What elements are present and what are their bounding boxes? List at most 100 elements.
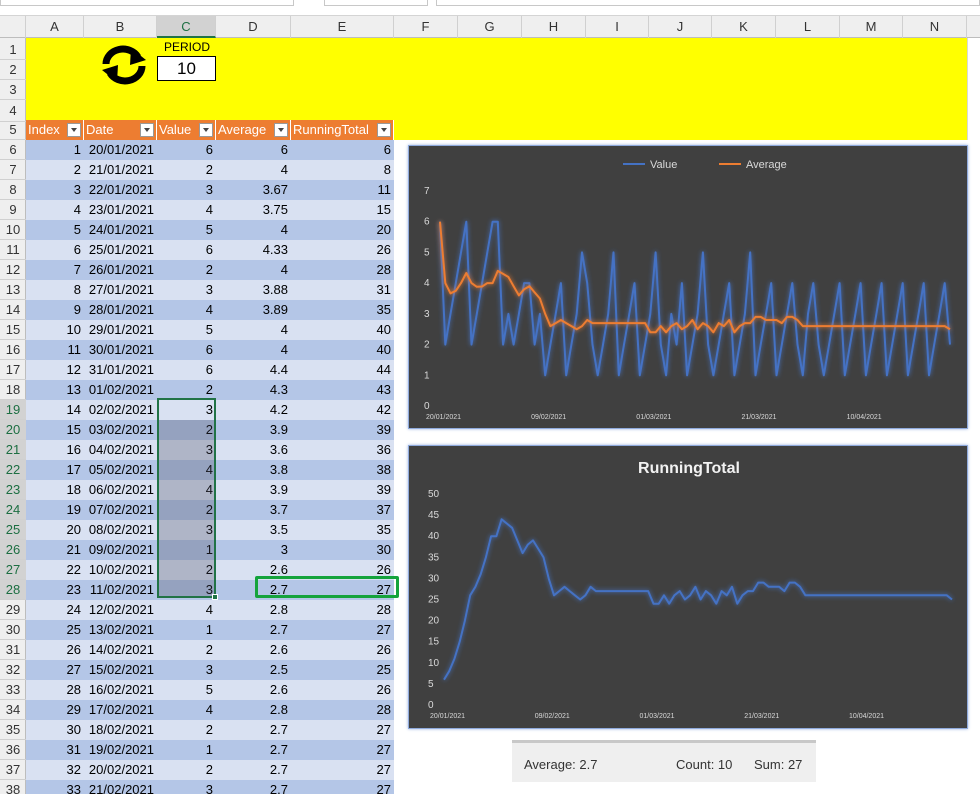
table-cell-value[interactable]: 5 — [205, 222, 213, 237]
table-cell-index[interactable]: 22 — [66, 562, 81, 577]
table-cell-runningtotal[interactable]: 27 — [376, 582, 391, 597]
column-header-n[interactable]: N — [903, 16, 967, 38]
table-cell-runningtotal[interactable]: 28 — [376, 702, 391, 717]
table-cell-date[interactable]: 28/01/2021 — [88, 302, 154, 317]
table-cell-runningtotal[interactable]: 26 — [376, 642, 391, 657]
table-cell-index[interactable]: 23 — [66, 582, 81, 597]
row-header-36[interactable]: 36 — [0, 740, 26, 760]
table-cell-average[interactable]: 4 — [280, 322, 288, 337]
table-cell-average[interactable]: 3.9 — [269, 482, 288, 497]
running-total-chart[interactable]: RunningTotal 0 5 10 15 20 25 30 35 40 45 50 20/01/20… — [408, 445, 968, 729]
table-cell-date[interactable]: 05/02/2021 — [88, 462, 154, 477]
table-cell-value[interactable]: 2 — [205, 262, 213, 277]
table-cell-average[interactable]: 4.3 — [269, 382, 288, 397]
table-cell-index[interactable]: 29 — [66, 702, 81, 717]
table-cell-value[interactable]: 2 — [205, 502, 213, 517]
series-line-value[interactable] — [439, 220, 951, 377]
column-header-g[interactable]: G — [458, 16, 522, 38]
column-header-m[interactable]: M — [840, 16, 903, 38]
table-cell-index[interactable]: 33 — [66, 782, 81, 794]
table-cell-index[interactable]: 12 — [66, 362, 81, 377]
row-header-2[interactable]: 2 — [0, 60, 26, 80]
name-box[interactable] — [0, 0, 294, 6]
filter-dropdown-icon[interactable] — [274, 123, 288, 137]
table-cell-runningtotal[interactable]: 8 — [383, 162, 391, 177]
row-header-38[interactable]: 38 — [0, 780, 26, 794]
table-cell-index[interactable]: 28 — [66, 682, 81, 697]
series-line-average[interactable] — [439, 221, 951, 334]
table-cell-date[interactable]: 31/01/2021 — [88, 362, 154, 377]
table-cell-value[interactable]: 3 — [205, 402, 213, 417]
table-cell-date[interactable]: 22/01/2021 — [88, 182, 154, 197]
row-header-25[interactable]: 25 — [0, 520, 26, 540]
row-header-6[interactable]: 6 — [0, 140, 26, 160]
table-cell-average[interactable]: 4 — [280, 162, 288, 177]
refresh-icon[interactable] — [100, 44, 148, 86]
table-cell-value[interactable]: 4 — [205, 602, 213, 617]
table-cell-runningtotal[interactable]: 27 — [376, 762, 391, 777]
table-cell-value[interactable]: 4 — [205, 202, 213, 217]
row-header-9[interactable]: 9 — [0, 200, 26, 220]
table-cell-index[interactable]: 32 — [66, 762, 81, 777]
table-cell-average[interactable]: 3.7 — [269, 502, 288, 517]
table-cell-date[interactable]: 21/01/2021 — [88, 162, 154, 177]
table-cell-runningtotal[interactable]: 35 — [376, 302, 391, 317]
column-header-i[interactable]: I — [586, 16, 649, 38]
table-cell-average[interactable]: 2.8 — [269, 702, 288, 717]
row-header-15[interactable]: 15 — [0, 320, 26, 340]
table-cell-date[interactable]: 02/02/2021 — [88, 402, 154, 417]
row-header-29[interactable]: 29 — [0, 600, 26, 620]
table-cell-average[interactable]: 4.4 — [269, 362, 288, 377]
column-header-j[interactable]: J — [649, 16, 712, 38]
table-cell-average[interactable]: 2.7 — [269, 762, 288, 777]
table-cell-runningtotal[interactable]: 26 — [376, 242, 391, 257]
table-cell-date[interactable]: 25/01/2021 — [88, 242, 154, 257]
row-header-16[interactable]: 16 — [0, 340, 26, 360]
table-cell-average[interactable]: 6 — [280, 142, 288, 157]
table-cell-runningtotal[interactable]: 27 — [376, 722, 391, 737]
fill-handle[interactable] — [212, 594, 218, 600]
filter-dropdown-icon[interactable] — [140, 123, 154, 137]
period-input[interactable]: 10 — [157, 56, 216, 81]
row-header-31[interactable]: 31 — [0, 640, 26, 660]
table-cell-value[interactable]: 3 — [205, 522, 213, 537]
table-cell-index[interactable]: 16 — [66, 442, 81, 457]
table-cell-average[interactable]: 2.7 — [269, 582, 288, 597]
table-cell-date[interactable]: 10/02/2021 — [88, 562, 154, 577]
table-cell-index[interactable]: 24 — [66, 602, 81, 617]
table-cell-date[interactable]: 13/02/2021 — [88, 622, 154, 637]
row-header-30[interactable]: 30 — [0, 620, 26, 640]
row-header-19[interactable]: 19 — [0, 400, 26, 420]
table-cell-average[interactable]: 3 — [280, 542, 288, 557]
table-cell-date[interactable]: 20/02/2021 — [88, 762, 154, 777]
table-cell-average[interactable]: 2.7 — [269, 622, 288, 637]
table-cell-average[interactable]: 3.9 — [269, 422, 288, 437]
table-cell-average[interactable]: 4.33 — [262, 242, 288, 257]
row-header-24[interactable]: 24 — [0, 500, 26, 520]
table-cell-runningtotal[interactable]: 39 — [376, 422, 391, 437]
table-cell-average[interactable]: 2.8 — [269, 602, 288, 617]
table-cell-index[interactable]: 15 — [66, 422, 81, 437]
table-cell-runningtotal[interactable]: 44 — [376, 362, 391, 377]
table-cell-average[interactable]: 2.6 — [269, 682, 288, 697]
value-average-chart[interactable]: Value Average 0 1 2 3 4 5 6 7 20/01/2021 09/02/2021… — [408, 145, 968, 429]
table-cell-index[interactable]: 6 — [73, 242, 81, 257]
filter-dropdown-icon[interactable] — [377, 123, 391, 137]
table-cell-index[interactable]: 1 — [73, 142, 81, 157]
table-cell-value[interactable]: 6 — [205, 242, 213, 257]
table-cell-date[interactable]: 18/02/2021 — [88, 722, 154, 737]
table-cell-average[interactable]: 2.7 — [269, 742, 288, 757]
table-cell-value[interactable]: 1 — [205, 742, 213, 757]
table-cell-date[interactable]: 07/02/2021 — [88, 502, 154, 517]
column-header-a[interactable]: A — [26, 16, 84, 38]
table-cell-average[interactable]: 2.6 — [269, 642, 288, 657]
table-cell-value[interactable]: 3 — [205, 282, 213, 297]
table-cell-runningtotal[interactable]: 27 — [376, 622, 391, 637]
table-cell-index[interactable]: 18 — [66, 482, 81, 497]
table-cell-value[interactable]: 5 — [205, 322, 213, 337]
table-cell-value[interactable]: 4 — [205, 462, 213, 477]
row-header-27[interactable]: 27 — [0, 560, 26, 580]
table-cell-value[interactable]: 3 — [205, 582, 213, 597]
table-cell-runningtotal[interactable]: 27 — [376, 782, 391, 794]
table-cell-runningtotal[interactable]: 26 — [376, 562, 391, 577]
